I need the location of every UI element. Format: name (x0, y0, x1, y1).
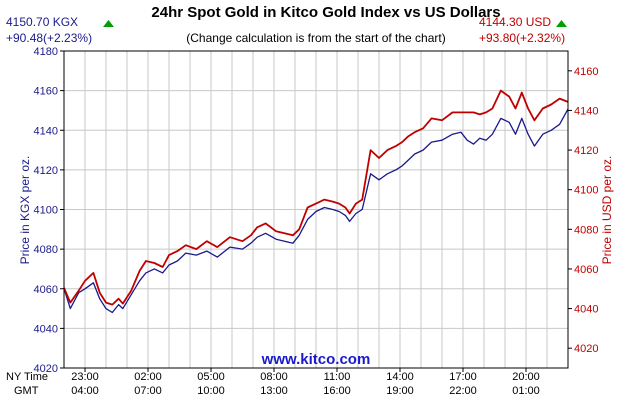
x-tick-label-ny: 08:00 (260, 371, 288, 383)
chart-subtitle: (Change calculation is from the start of… (186, 31, 445, 45)
x-tick-label-gmt: 04:00 (71, 385, 99, 397)
x-tick-label-gmt: 22:00 (449, 385, 477, 397)
x-tick-label-ny: 23:00 (71, 371, 99, 383)
kgx-up-arrow-icon (103, 20, 114, 27)
usd-change: +93.80(+2.32%) (479, 31, 565, 45)
x-tick-label-gmt: 01:00 (512, 385, 540, 397)
right-tick-label: 4120 (574, 145, 598, 157)
x-tick-label-ny: 11:00 (324, 371, 351, 383)
left-tick-label: 4160 (34, 86, 58, 98)
usd-up-arrow-icon (556, 20, 567, 27)
right-tick-label: 4160 (574, 66, 598, 78)
x-tick-label-ny: 17:00 (449, 371, 477, 383)
right-axis-ticks: 4020 4040 4060 4080 4100 4120 4140 4160 (568, 66, 598, 355)
left-tick-label: 4180 (34, 46, 58, 58)
x-tick-label-ny: 20:00 (512, 371, 540, 383)
chart-title: 24hr Spot Gold in Kitco Gold Index vs US… (151, 4, 500, 21)
right-tick-label: 4060 (574, 264, 598, 276)
grid (64, 50, 568, 369)
left-tick-label: 4140 (34, 125, 58, 137)
x-tick-label-gmt: 16:00 (323, 385, 351, 397)
x-axis-ticks: 23:00 04:00 02:00 07:00 05:00 10:00 08:00 13:00… (71, 368, 540, 397)
left-tick-label: 4040 (34, 323, 58, 335)
y-axis-left-label: Price in KGX per oz. (18, 156, 32, 265)
right-tick-label: 4080 (574, 224, 598, 236)
kgx-change: +90.48(+2.23%) (6, 31, 92, 45)
x-tick-label-gmt: 13:00 (260, 385, 288, 397)
left-axis-ticks: 4020 4040 4060 4080 4100 4120 4140 4160 4180 (34, 46, 64, 375)
left-tick-label: 4080 (34, 244, 58, 256)
kgx-price: 4150.70 KGX (6, 15, 78, 29)
series-line-usd (63, 89, 569, 306)
left-tick-label: 4020 (34, 363, 58, 375)
x-tick-label-ny: 02:00 (134, 371, 162, 383)
series-line-kgx (63, 108, 569, 314)
x-tick-label-ny: 05:00 (197, 371, 225, 383)
x-tick-label-gmt: 10:00 (197, 385, 225, 397)
right-tick-label: 4040 (574, 304, 598, 316)
y-axis-right-label: Price in USD per oz. (600, 156, 614, 265)
x-tick-label-gmt: 19:00 (386, 385, 414, 397)
right-tick-label: 4100 (574, 185, 598, 197)
kitco-watermark: www.kitco.com (261, 351, 371, 368)
ny-time-row-label: NY Time (6, 371, 48, 383)
right-tick-label: 4020 (574, 343, 598, 355)
left-tick-label: 4120 (34, 165, 58, 177)
left-tick-label: 4060 (34, 284, 58, 296)
left-tick-label: 4100 (34, 205, 58, 217)
gmt-row-label: GMT (14, 385, 39, 397)
right-tick-label: 4140 (574, 105, 598, 117)
usd-price: 4144.30 USD (479, 15, 551, 29)
x-tick-label-ny: 14:00 (386, 371, 414, 383)
series-lines (63, 89, 569, 314)
x-tick-label-gmt: 07:00 (134, 385, 162, 397)
